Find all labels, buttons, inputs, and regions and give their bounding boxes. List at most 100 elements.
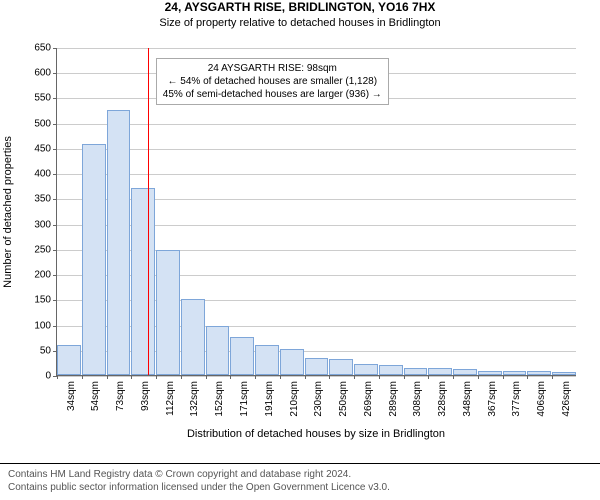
histogram-bar — [305, 358, 329, 375]
ytick-label: 650 — [34, 43, 51, 54]
histogram-bar — [156, 250, 180, 375]
histogram-bar — [503, 371, 527, 375]
x-axis-label: Distribution of detached houses by size … — [56, 428, 576, 440]
histogram-bar — [280, 349, 304, 375]
ytick-mark — [53, 225, 57, 226]
xtick-mark — [131, 375, 132, 379]
ytick-mark — [53, 124, 57, 125]
ytick-label: 300 — [34, 219, 51, 230]
xtick-label: 191sqm — [264, 381, 275, 417]
xtick-mark — [527, 375, 528, 379]
ytick-mark — [53, 149, 57, 150]
xtick-mark — [428, 375, 429, 379]
histogram-bar — [107, 110, 131, 375]
ytick-label: 250 — [34, 244, 51, 255]
ytick-label: 450 — [34, 143, 51, 154]
ytick-mark — [53, 250, 57, 251]
ytick-label: 500 — [34, 118, 51, 129]
xtick-mark — [107, 375, 108, 379]
histogram-bar — [354, 364, 378, 375]
ytick-label: 550 — [34, 93, 51, 104]
xtick-mark — [280, 375, 281, 379]
ytick-mark — [53, 98, 57, 99]
xtick-mark — [552, 375, 553, 379]
ytick-label: 0 — [45, 371, 51, 382]
xtick-label: 73sqm — [115, 381, 126, 411]
histogram-bar — [527, 371, 551, 375]
xtick-label: 377sqm — [511, 381, 522, 417]
xtick-label: 250sqm — [338, 381, 349, 417]
histogram-bar — [404, 368, 428, 375]
xtick-label: 308sqm — [412, 381, 423, 417]
reference-line — [148, 48, 149, 375]
ytick-mark — [53, 48, 57, 49]
xtick-mark — [82, 375, 83, 379]
xtick-mark — [478, 375, 479, 379]
histogram-bar — [82, 144, 106, 375]
histogram-bar — [230, 337, 254, 375]
gridline — [57, 124, 576, 125]
xtick-label: 367sqm — [487, 381, 498, 417]
chart-subtitle: Size of property relative to detached ho… — [0, 16, 600, 30]
callout-box: 24 AYSGARTH RISE: 98sqm← 54% of detached… — [156, 58, 389, 105]
xtick-label: 34sqm — [66, 381, 77, 411]
xtick-label: 54sqm — [90, 381, 101, 411]
property-size-chart: 24, AYSGARTH RISE, BRIDLINGTON, YO16 7HX… — [0, 0, 600, 500]
ytick-label: 200 — [34, 270, 51, 281]
histogram-bar — [552, 372, 576, 375]
ytick-mark — [53, 199, 57, 200]
ytick-label: 150 — [34, 295, 51, 306]
histogram-bar — [206, 326, 230, 375]
gridline — [57, 174, 576, 175]
xtick-label: 210sqm — [289, 381, 300, 417]
xtick-mark — [404, 375, 405, 379]
plot-area: 0501001502002503003504004505005506006503… — [56, 48, 576, 376]
footer-line-2: Contains public sector information licen… — [8, 481, 592, 494]
xtick-mark — [230, 375, 231, 379]
xtick-mark — [206, 375, 207, 379]
xtick-label: 112sqm — [165, 381, 176, 416]
ytick-mark — [53, 275, 57, 276]
histogram-bar — [181, 299, 205, 375]
xtick-mark — [156, 375, 157, 379]
xtick-mark — [57, 375, 58, 379]
chart-title: 24, AYSGARTH RISE, BRIDLINGTON, YO16 7HX — [0, 0, 600, 16]
histogram-bar — [453, 369, 477, 375]
gridline — [57, 376, 576, 377]
ytick-label: 600 — [34, 68, 51, 79]
gridline — [57, 48, 576, 49]
xtick-label: 289sqm — [388, 381, 399, 417]
footer-attribution: Contains HM Land Registry data © Crown c… — [0, 463, 600, 500]
histogram-bar — [255, 345, 279, 375]
xtick-mark — [329, 375, 330, 379]
ytick-mark — [53, 174, 57, 175]
histogram-bar — [329, 359, 353, 375]
ytick-mark — [53, 300, 57, 301]
footer-line-1: Contains HM Land Registry data © Crown c… — [8, 468, 592, 481]
xtick-mark — [379, 375, 380, 379]
xtick-mark — [181, 375, 182, 379]
callout-line: 24 AYSGARTH RISE: 98sqm — [163, 62, 382, 75]
xtick-mark — [453, 375, 454, 379]
histogram-bar — [428, 368, 452, 375]
xtick-label: 269sqm — [363, 381, 374, 417]
histogram-bar — [478, 371, 502, 375]
histogram-bar — [57, 345, 81, 375]
ytick-label: 350 — [34, 194, 51, 205]
xtick-mark — [354, 375, 355, 379]
callout-line: 45% of semi-detached houses are larger (… — [163, 88, 382, 101]
xtick-mark — [305, 375, 306, 379]
xtick-label: 406sqm — [536, 381, 547, 417]
ytick-label: 100 — [34, 320, 51, 331]
xtick-label: 426sqm — [561, 381, 572, 417]
xtick-mark — [255, 375, 256, 379]
histogram-bar — [131, 188, 155, 375]
xtick-label: 132sqm — [189, 381, 200, 417]
xtick-label: 171sqm — [239, 381, 250, 417]
ytick-label: 400 — [34, 169, 51, 180]
ytick-mark — [53, 326, 57, 327]
xtick-label: 230sqm — [313, 381, 324, 417]
xtick-label: 93sqm — [140, 381, 151, 411]
xtick-label: 328sqm — [437, 381, 448, 417]
ytick-mark — [53, 73, 57, 74]
